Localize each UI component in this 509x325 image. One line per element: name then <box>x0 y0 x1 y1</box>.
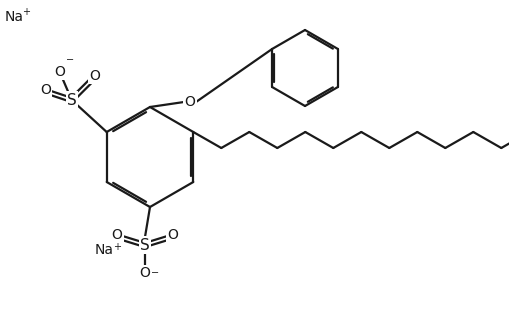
Text: O: O <box>54 65 65 79</box>
Text: S: S <box>140 238 150 253</box>
Text: O: O <box>40 83 51 97</box>
Text: Na: Na <box>95 243 114 257</box>
Text: O: O <box>111 228 122 242</box>
Text: −: − <box>151 268 159 278</box>
Text: +: + <box>22 7 30 17</box>
Text: O: O <box>89 69 100 83</box>
Text: Na: Na <box>5 10 24 24</box>
Text: O: O <box>167 228 178 242</box>
Text: +: + <box>113 242 121 252</box>
Text: O: O <box>184 95 195 109</box>
Text: S: S <box>67 93 76 108</box>
Text: O: O <box>139 266 150 280</box>
Text: −: − <box>66 55 74 65</box>
